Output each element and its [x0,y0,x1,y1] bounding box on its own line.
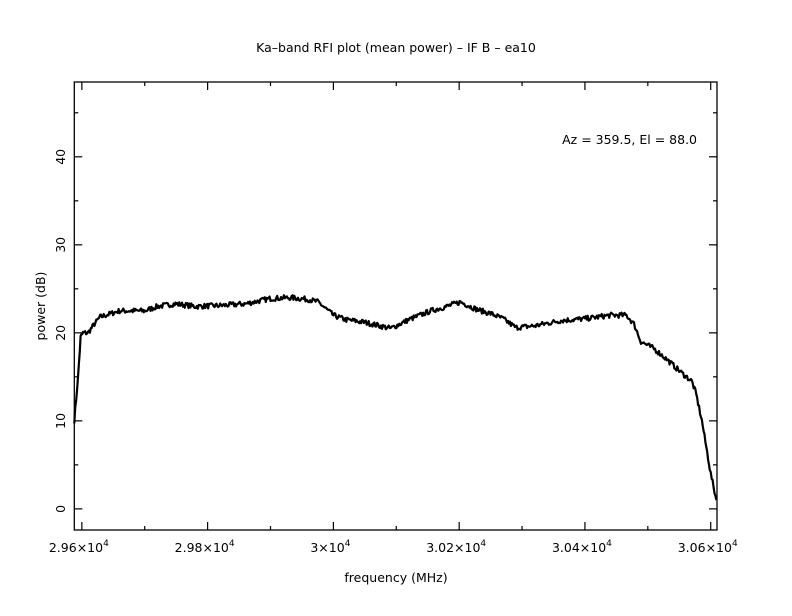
x-tick-label: 3×104 [310,539,350,555]
y-tick-label: 30 [53,237,68,253]
x-axis-label: frequency (MHz) [344,570,447,585]
chart-title: Ka–band RFI plot (mean power) – IF B – e… [256,40,536,55]
x-tick-label: 3.04×104 [552,539,612,555]
x-tick-label: 3.02×104 [426,539,486,555]
y-tick-label: 10 [53,413,68,429]
y-tick-label: 0 [53,505,68,513]
x-tick-label: 2.98×104 [175,539,235,555]
plot-frame [73,81,718,531]
series-line-mean-power [73,294,718,501]
x-tick-label: 3.06×104 [678,539,738,555]
x-tick-label: 2.96×104 [49,539,109,555]
y-tick-label: 40 [53,149,68,165]
y-axis-label: power (dB) [33,272,48,341]
az-el-annotation: Az = 359.5, El = 88.0 [562,132,697,147]
y-tick-label: 20 [53,325,68,341]
